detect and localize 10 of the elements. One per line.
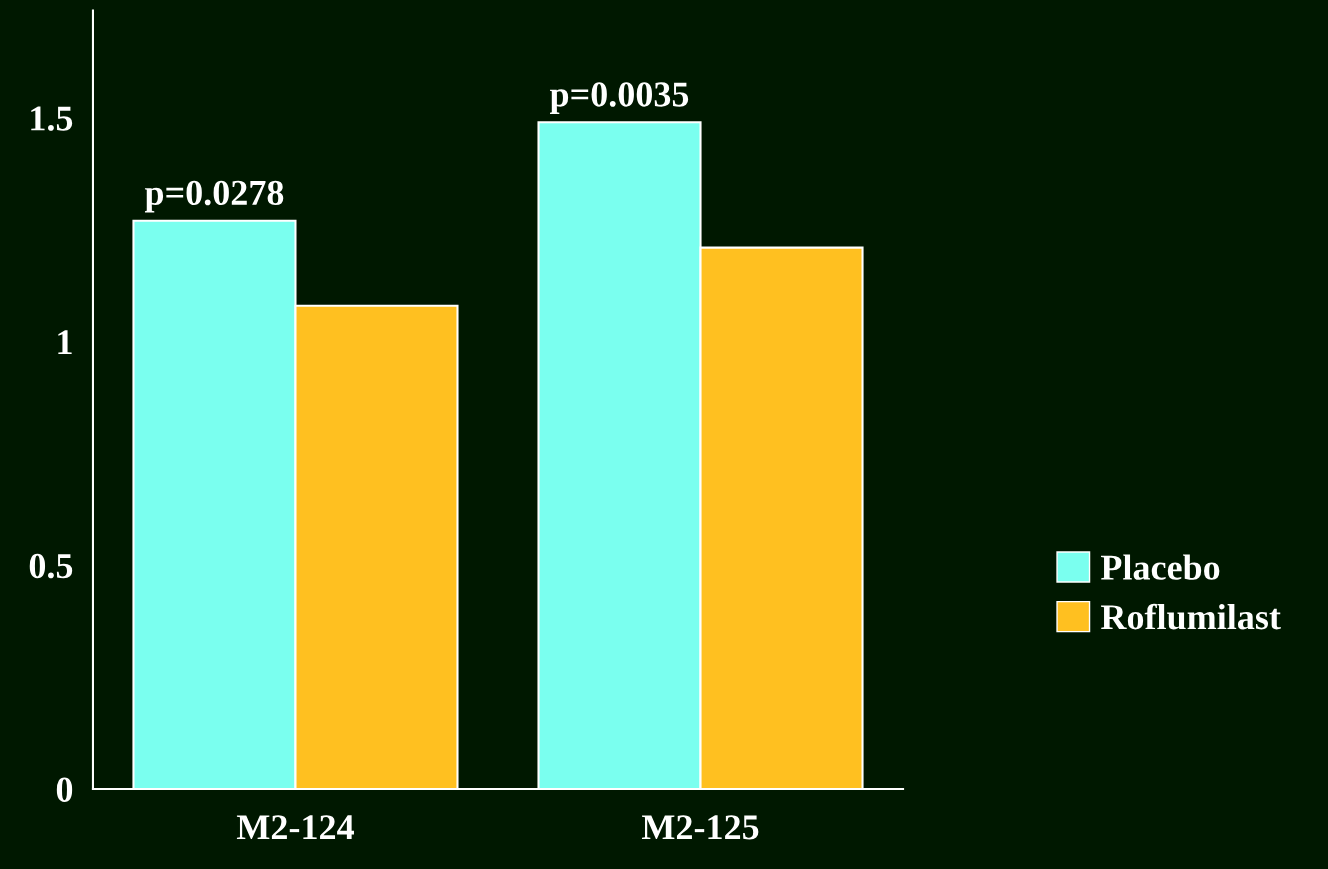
y-tick-label: 1.5 xyxy=(31,106,73,131)
y-tick-label: 1 xyxy=(58,330,72,355)
y-tick-label: 0.5 xyxy=(29,553,73,579)
legend-label: Roflumilast xyxy=(1101,603,1281,630)
x-tick-label: M2-124 xyxy=(236,815,354,840)
x-tick-label: M2-125 xyxy=(641,815,759,840)
annotation: p=0.0035 xyxy=(549,82,689,114)
legend-label: Placebo xyxy=(1101,554,1220,580)
y-tick-label: 0 xyxy=(56,777,73,802)
annotation: p=0.0278 xyxy=(144,180,284,213)
